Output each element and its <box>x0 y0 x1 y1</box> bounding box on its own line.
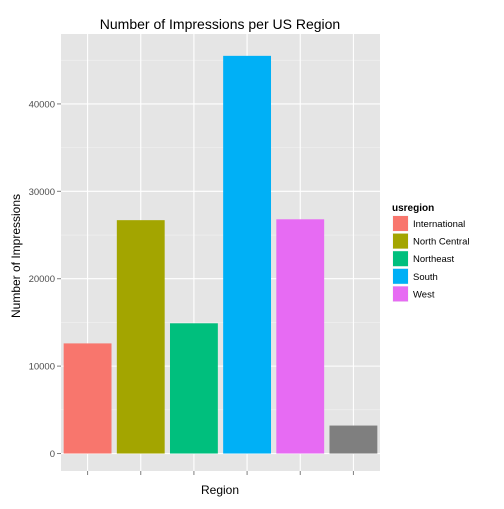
bar-northeast <box>169 323 218 454</box>
legend-swatch <box>393 216 408 231</box>
legend-label: West <box>413 289 435 300</box>
legend-swatch <box>393 286 408 302</box>
y-tick-label: 0 <box>50 449 55 460</box>
panel-background <box>61 34 380 471</box>
x-axis-title: Region <box>201 483 239 497</box>
plot-panel <box>61 34 380 471</box>
legend-swatch <box>393 233 408 249</box>
x-axis <box>87 471 354 475</box>
legend-swatch <box>393 268 408 284</box>
y-tick-label: 40000 <box>29 99 55 110</box>
bar-south <box>223 55 272 454</box>
legend-label: South <box>413 272 438 283</box>
chart-title: Number of Impressions per US Region <box>100 16 340 32</box>
y-tick-label: 30000 <box>29 187 55 198</box>
y-tick-label: 20000 <box>29 274 55 285</box>
bars-group <box>63 55 378 454</box>
bar-north-central <box>116 220 165 454</box>
legend-title: usregion <box>392 203 434 214</box>
legend: usregion International North Central North… <box>391 203 470 303</box>
legend-label: International <box>413 219 465 230</box>
bar-na <box>329 425 378 454</box>
y-axis-title: Number of Impressions <box>9 194 23 318</box>
y-tick-label: 10000 <box>29 362 55 373</box>
y-axis: 0 10000 20000 30000 40000 <box>29 99 61 460</box>
legend-swatch <box>393 251 408 267</box>
bar-international <box>63 343 112 454</box>
legend-label: Northeast <box>413 254 455 265</box>
legend-label: North Central <box>413 237 470 248</box>
bar-west <box>276 219 325 454</box>
